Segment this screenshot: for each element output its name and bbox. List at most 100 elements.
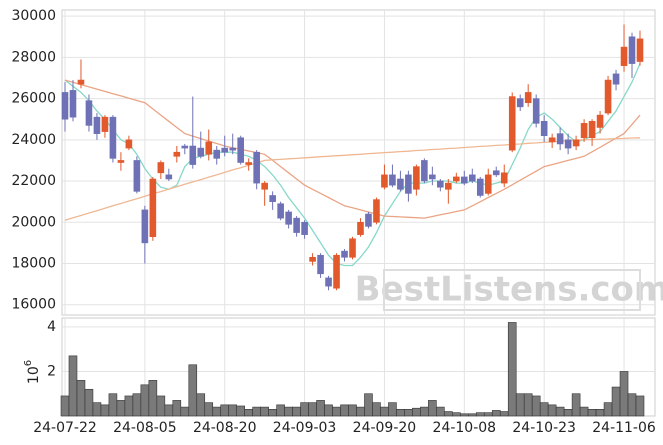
volume-bar: [116, 400, 126, 417]
candle-body: [532, 98, 540, 124]
candle-body: [405, 174, 412, 194]
volume-bar: [180, 406, 190, 417]
x-tick-label: 24-10-08: [433, 420, 497, 436]
candle-body: [492, 170, 500, 176]
candle-body: [540, 120, 548, 137]
volume-bar: [523, 393, 533, 417]
candle-body: [413, 166, 420, 190]
candle-body: [445, 182, 452, 190]
volume-bar: [340, 404, 349, 417]
candle-body: [612, 73, 620, 85]
candle-body: [548, 137, 556, 143]
candle-body: [516, 98, 524, 108]
moving-average-line: [64, 79, 641, 219]
volume-bar: [108, 393, 118, 417]
volume-bar: [60, 395, 70, 417]
candle-body: [61, 92, 69, 120]
volume-bar: [188, 364, 198, 417]
volume-bar: [555, 406, 565, 417]
y-tick-label: 30000: [11, 8, 56, 24]
volume-bar: [364, 393, 373, 417]
volume-bar: [308, 402, 317, 417]
volume-bar: [156, 395, 166, 417]
x-tick-label: 24-07-22: [33, 420, 97, 436]
volume-bar: [172, 400, 182, 417]
volume-bar: [412, 407, 421, 417]
x-tick-label: 24-09-20: [353, 420, 417, 436]
candle-body: [205, 141, 213, 155]
volume-bar: [452, 412, 461, 417]
volume-bar: [404, 409, 413, 417]
candle-body: [301, 221, 308, 235]
volume-bar: [627, 393, 637, 417]
volume-bar: [619, 371, 629, 417]
volume-bar: [244, 409, 253, 417]
candle-body: [604, 79, 612, 114]
candle-body: [389, 174, 396, 186]
volume-bar: [507, 322, 517, 417]
volume-bar: [332, 406, 341, 417]
candle-body: [245, 162, 252, 165]
volume-bar: [563, 409, 573, 417]
volume-bar: [611, 386, 621, 417]
candle-body: [133, 160, 141, 192]
y-tick-label: 18000: [11, 255, 56, 271]
volume-bar: [499, 411, 509, 417]
volume-bar: [300, 402, 309, 417]
y-tick-label: 16000: [11, 297, 56, 313]
candle-body: [109, 116, 117, 159]
candle-body: [213, 149, 221, 159]
candle-body: [69, 90, 77, 118]
candle-body: [197, 147, 205, 157]
watermark-box: [383, 269, 641, 311]
candle-body: [500, 172, 508, 184]
moving-average-line: [64, 63, 641, 267]
candle-body: [173, 151, 181, 157]
candle-body: [484, 174, 492, 194]
volume-bar: [483, 412, 493, 417]
volume-bar: [252, 406, 261, 417]
candle-body: [149, 178, 157, 237]
candle-body: [253, 151, 260, 184]
volume-bar: [212, 406, 222, 417]
candle-body: [85, 100, 93, 126]
volume-bar: [595, 409, 605, 417]
volume-bar: [420, 406, 429, 417]
volume-bar: [380, 406, 389, 417]
candle-body: [357, 221, 364, 235]
candle-body: [572, 139, 580, 147]
candle-body: [293, 217, 300, 233]
candle-body: [341, 250, 348, 258]
volume-bar: [388, 402, 397, 417]
volume-bar: [284, 406, 293, 417]
volume-bar: [491, 410, 501, 417]
y-tick-label: 28000: [11, 49, 56, 65]
volume-bar: [316, 400, 325, 417]
candle-body: [588, 120, 596, 139]
price-frame: [61, 9, 656, 316]
volume-bar: [236, 405, 245, 417]
y-tick-label: 24000: [11, 132, 56, 148]
volume-bar: [547, 404, 557, 417]
candle-body: [421, 160, 428, 182]
moving-average-line: [64, 137, 641, 221]
volume-bar: [324, 404, 333, 417]
volume-bar: [140, 384, 150, 417]
volume-bar: [196, 393, 206, 417]
volume-bar: [475, 412, 485, 417]
candle-body: [157, 162, 165, 174]
volume-bar: [436, 406, 445, 417]
volume-bar: [356, 406, 365, 417]
candle-body: [261, 182, 268, 190]
candle-body: [476, 178, 484, 196]
candle-body: [468, 174, 476, 182]
volume-bar: [444, 411, 453, 417]
volume-bar: [396, 409, 405, 417]
candle-body: [229, 147, 237, 151]
candle-body: [181, 145, 189, 149]
candle-body: [125, 139, 133, 149]
candle-body: [285, 211, 292, 225]
candle-body: [93, 116, 101, 134]
candle-body: [636, 38, 644, 62]
